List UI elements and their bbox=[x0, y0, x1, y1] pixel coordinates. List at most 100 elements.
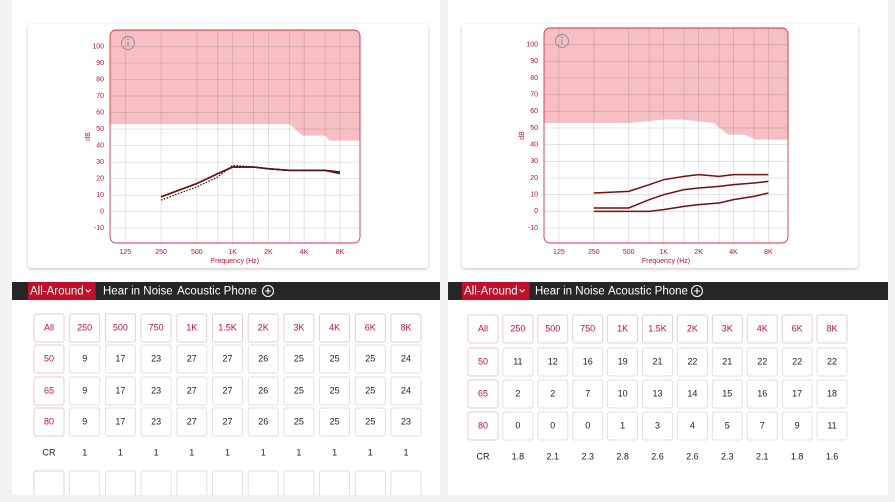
value-cell[interactable]: 25 bbox=[294, 385, 304, 395]
header-cell[interactable]: 4K bbox=[757, 323, 768, 333]
cell-box[interactable] bbox=[212, 376, 243, 406]
value-cell[interactable]: 7 bbox=[585, 388, 590, 398]
value-cell[interactable]: 25 bbox=[330, 353, 340, 363]
info-icon[interactable] bbox=[555, 34, 569, 48]
cell-box[interactable] bbox=[283, 407, 315, 437]
cell-box[interactable] bbox=[572, 379, 604, 409]
row-label[interactable]: 80 bbox=[478, 420, 488, 430]
cell-box[interactable] bbox=[33, 344, 65, 374]
cell-box[interactable] bbox=[176, 344, 208, 374]
value-cell[interactable]: 11 bbox=[513, 356, 522, 366]
cell-box[interactable] bbox=[319, 376, 351, 406]
value-cell[interactable]: 1 bbox=[620, 420, 625, 430]
value-cell[interactable]: 25 bbox=[365, 353, 375, 363]
value-cell[interactable]: 22 bbox=[757, 356, 767, 366]
cell-box[interactable] bbox=[390, 470, 422, 500]
cell-box[interactable] bbox=[104, 407, 136, 437]
cell-box[interactable] bbox=[711, 347, 743, 377]
cell-box[interactable] bbox=[781, 411, 813, 441]
cell-box[interactable] bbox=[212, 344, 243, 374]
cell-box[interactable] bbox=[104, 376, 136, 406]
row-label[interactable]: 50 bbox=[44, 353, 54, 363]
cell-box[interactable] bbox=[781, 347, 813, 377]
cell-box[interactable] bbox=[467, 314, 499, 344]
value-cell[interactable]: 14 bbox=[687, 388, 697, 398]
value-cell[interactable]: 23 bbox=[401, 416, 411, 426]
value-cell[interactable]: 0 bbox=[585, 420, 590, 430]
value-cell[interactable]: 27 bbox=[222, 353, 232, 363]
cell-box[interactable] bbox=[69, 407, 101, 437]
cell-box[interactable] bbox=[33, 376, 65, 406]
cell-box[interactable] bbox=[676, 379, 708, 409]
value-cell[interactable]: 25 bbox=[365, 416, 375, 426]
value-cell[interactable]: 26 bbox=[258, 385, 268, 395]
cell-box[interactable] bbox=[247, 344, 279, 374]
cell-box[interactable] bbox=[283, 376, 315, 406]
tab[interactable]: Hear in Noise bbox=[535, 286, 605, 298]
cell-box[interactable] bbox=[467, 411, 499, 441]
cell-box[interactable] bbox=[33, 313, 65, 343]
value-cell[interactable]: 9 bbox=[82, 416, 87, 426]
cell-box[interactable] bbox=[212, 470, 243, 500]
value-cell[interactable]: 22 bbox=[687, 356, 697, 366]
value-cell[interactable]: 13 bbox=[652, 388, 662, 398]
cell-box[interactable] bbox=[140, 344, 172, 374]
cell-box[interactable] bbox=[676, 411, 708, 441]
header-cell[interactable]: 8K bbox=[400, 322, 411, 332]
header-cell[interactable]: 500 bbox=[545, 323, 560, 333]
row-label[interactable]: 50 bbox=[478, 356, 488, 366]
cell-box[interactable] bbox=[467, 347, 499, 377]
cell-box[interactable] bbox=[537, 379, 569, 409]
cell-box[interactable] bbox=[140, 470, 172, 500]
cell-box[interactable] bbox=[283, 470, 315, 500]
header-cell[interactable]: 8K bbox=[826, 323, 837, 333]
value-cell[interactable]: 9 bbox=[82, 385, 87, 395]
value-cell[interactable]: 23 bbox=[151, 416, 161, 426]
cell-box[interactable] bbox=[572, 314, 604, 344]
header-cell[interactable]: 4K bbox=[329, 322, 340, 332]
cell-box[interactable] bbox=[104, 344, 136, 374]
cell-box[interactable] bbox=[816, 379, 848, 409]
header-cell[interactable]: 500 bbox=[113, 322, 128, 332]
add-tab-button[interactable] bbox=[690, 284, 704, 298]
cell-box[interactable] bbox=[572, 411, 604, 441]
value-cell[interactable]: 15 bbox=[722, 388, 732, 398]
cell-box[interactable] bbox=[502, 314, 534, 344]
cell-box[interactable] bbox=[781, 314, 813, 344]
cell-box[interactable] bbox=[104, 470, 136, 500]
value-cell[interactable]: 24 bbox=[401, 353, 411, 363]
cell-box[interactable] bbox=[502, 347, 534, 377]
cell-box[interactable] bbox=[642, 411, 673, 441]
cell-box[interactable] bbox=[607, 314, 639, 344]
header-cell[interactable]: 750 bbox=[149, 322, 164, 332]
value-cell[interactable]: 25 bbox=[330, 385, 340, 395]
value-cell[interactable]: 25 bbox=[294, 416, 304, 426]
cell-box[interactable] bbox=[502, 379, 534, 409]
cell-box[interactable] bbox=[140, 407, 172, 437]
info-icon[interactable] bbox=[121, 36, 135, 50]
cell-box[interactable] bbox=[319, 313, 351, 343]
value-cell[interactable]: 18 bbox=[827, 388, 837, 398]
value-cell[interactable]: 12 bbox=[548, 356, 558, 366]
cell-box[interactable] bbox=[176, 313, 208, 343]
tab[interactable]: Acoustic Phone bbox=[177, 286, 257, 298]
value-cell[interactable]: 17 bbox=[115, 353, 125, 363]
cell-box[interactable] bbox=[746, 314, 778, 344]
cell-box[interactable] bbox=[176, 407, 208, 437]
header-cell[interactable]: 250 bbox=[510, 323, 525, 333]
header-cell[interactable]: 1K bbox=[186, 322, 197, 332]
cell-box[interactable] bbox=[176, 470, 208, 500]
header-cell[interactable]: 3K bbox=[293, 322, 304, 332]
row-label[interactable]: 65 bbox=[478, 388, 488, 398]
cell-box[interactable] bbox=[69, 313, 101, 343]
cell-box[interactable] bbox=[676, 347, 708, 377]
cell-box[interactable] bbox=[537, 347, 569, 377]
value-cell[interactable]: 7 bbox=[760, 420, 765, 430]
header-cell[interactable]: 250 bbox=[77, 322, 92, 332]
header-cell[interactable]: 2K bbox=[687, 323, 698, 333]
value-cell[interactable]: 4 bbox=[690, 420, 695, 430]
cell-box[interactable] bbox=[212, 407, 243, 437]
header-cell[interactable]: 750 bbox=[580, 323, 595, 333]
value-cell[interactable]: 19 bbox=[618, 356, 628, 366]
value-cell[interactable]: 21 bbox=[652, 356, 662, 366]
